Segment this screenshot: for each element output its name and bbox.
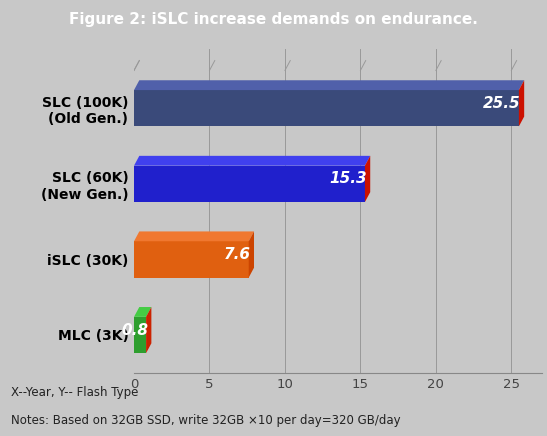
- Polygon shape: [365, 156, 370, 202]
- Polygon shape: [134, 307, 152, 317]
- Text: Figure 2: iSLC increase demands on endurance.: Figure 2: iSLC increase demands on endur…: [69, 12, 478, 27]
- Polygon shape: [249, 232, 254, 278]
- Bar: [134, 90, 519, 126]
- Text: Notes: Based on 32GB SSD, write 32GB ×10 per day=320 GB/day: Notes: Based on 32GB SSD, write 32GB ×10…: [11, 414, 400, 427]
- Text: 15.3: 15.3: [329, 171, 367, 187]
- Polygon shape: [134, 80, 524, 90]
- Text: X--Year, Y-- Flash Type: X--Year, Y-- Flash Type: [11, 385, 138, 399]
- Text: 25.5: 25.5: [483, 96, 521, 111]
- Polygon shape: [146, 307, 152, 353]
- Polygon shape: [134, 156, 370, 166]
- Text: 7.6: 7.6: [224, 247, 251, 262]
- Text: 0.8: 0.8: [121, 323, 148, 337]
- Bar: [134, 317, 146, 353]
- Polygon shape: [134, 232, 254, 241]
- Polygon shape: [519, 80, 524, 126]
- Bar: [134, 241, 249, 278]
- Bar: [134, 166, 365, 202]
